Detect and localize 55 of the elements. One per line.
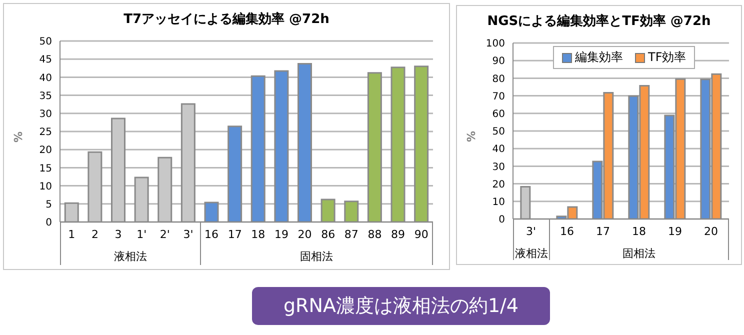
x-tick-label: 1 bbox=[68, 228, 76, 241]
x-tick-label: 19 bbox=[668, 224, 682, 238]
text: 固相法 bbox=[622, 247, 656, 260]
legend-label: TF効率 bbox=[647, 49, 686, 66]
x-tick-label: 2' bbox=[160, 228, 170, 241]
x-tick-label: 3' bbox=[526, 224, 536, 238]
x-tick-label: 90 bbox=[414, 228, 428, 241]
y-tick-label: 40 bbox=[39, 72, 52, 84]
y-tick-label: 70 bbox=[492, 91, 505, 102]
x-tick-label: 20 bbox=[704, 224, 718, 238]
x-tick-label: 20 bbox=[298, 228, 312, 241]
y-tick-label: 5 bbox=[46, 199, 52, 210]
x-tick-label: 2 bbox=[91, 228, 98, 241]
x-tick-label: 16 bbox=[560, 224, 574, 238]
y-tick-label: 80 bbox=[492, 74, 505, 85]
y-tick-label: 15 bbox=[39, 163, 52, 174]
y-tick-label: 60 bbox=[492, 108, 505, 120]
x-tick-label: 17 bbox=[228, 228, 242, 241]
x-tick-label: 17 bbox=[596, 224, 610, 238]
y-tick-label: 40 bbox=[492, 144, 505, 156]
x-tick-label: 3' bbox=[183, 228, 194, 241]
text: 液相法 bbox=[515, 247, 548, 260]
y-tick-label: 0 bbox=[46, 218, 52, 229]
x-tick-label: 1' bbox=[136, 228, 147, 241]
y-tick-label: 50 bbox=[492, 126, 505, 138]
y-tick-label: 35 bbox=[39, 90, 52, 102]
x-tick-label: 3 bbox=[114, 228, 122, 241]
y-tick-label: 0 bbox=[498, 214, 505, 226]
y-tick-label: 10 bbox=[39, 181, 52, 192]
y-axis-title: % bbox=[12, 132, 25, 143]
y-tick-label: 20 bbox=[492, 179, 505, 190]
y-tick-label: 50 bbox=[39, 36, 52, 48]
x-tick-label: 86 bbox=[321, 228, 336, 241]
y-tick-label: 100 bbox=[486, 38, 505, 50]
x-tick-label: 88 bbox=[368, 228, 382, 241]
x-tick-label: 18 bbox=[632, 224, 646, 238]
text: 固相法 bbox=[300, 250, 333, 263]
y-tick-label: 10 bbox=[492, 196, 505, 208]
text: gRNA濃度は液相法の約1/4 bbox=[252, 287, 550, 325]
chart-title: T7アッセイによる編集効率 @72h bbox=[122, 10, 330, 28]
y-tick-label: 20 bbox=[39, 145, 52, 156]
x-tick-label: 18 bbox=[251, 228, 266, 241]
y-tick-label: 30 bbox=[492, 162, 505, 173]
x-tick-label: 16 bbox=[204, 228, 219, 241]
legend-label: 編集効率 bbox=[574, 49, 623, 66]
x-tick-label: 19 bbox=[274, 228, 288, 241]
y-tick-label: 45 bbox=[39, 54, 52, 66]
text: 液相法 bbox=[114, 250, 147, 263]
y-tick-label: 30 bbox=[39, 108, 52, 120]
y-tick-label: 25 bbox=[39, 127, 52, 138]
x-tick-label: 89 bbox=[391, 228, 406, 241]
x-tick-label: 87 bbox=[344, 228, 358, 241]
chart-title: NGSによる編集効率とTF効率 @72h bbox=[486, 12, 712, 30]
y-tick-label: 90 bbox=[492, 56, 505, 68]
y-axis-title: % bbox=[464, 131, 478, 142]
